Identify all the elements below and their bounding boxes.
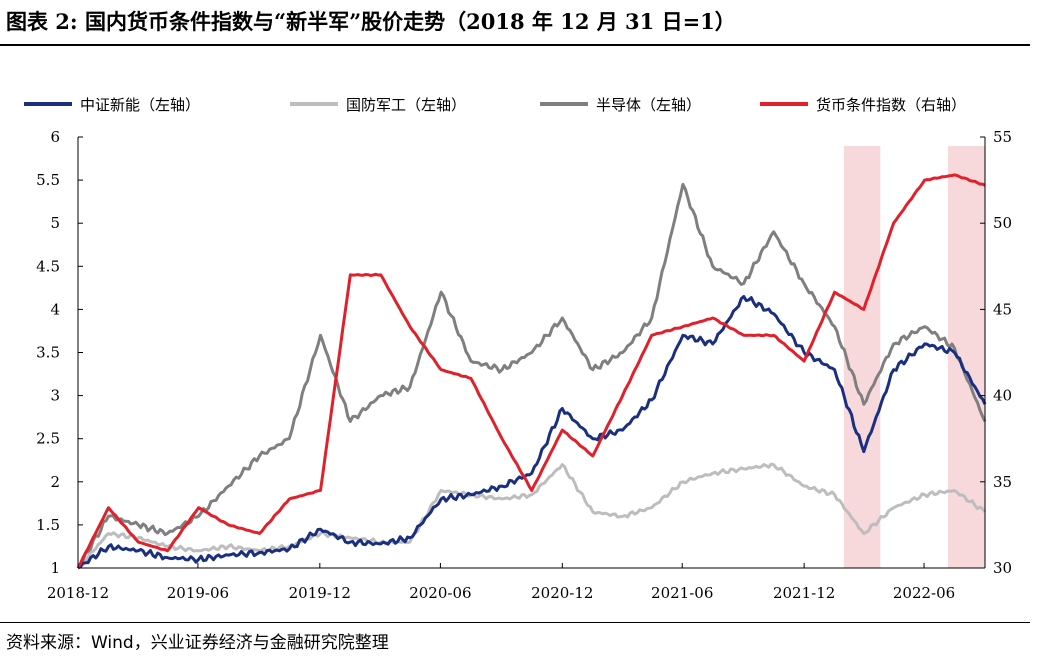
left-tick-label: 1.5 [36, 516, 60, 534]
left-tick-label: 3.5 [36, 344, 60, 362]
legend-label-1: 国防军工（左轴） [346, 96, 466, 114]
source-rule [0, 622, 1030, 623]
left-tick-label: 2.5 [36, 430, 60, 448]
series-line-3 [76, 173, 986, 569]
x-tick-label: 2018-12 [47, 584, 109, 602]
right-tick-label: 50 [993, 214, 1012, 232]
left-tick-label: 5 [50, 214, 60, 232]
shade-period-0 [843, 146, 881, 568]
left-tick-label: 4 [50, 300, 60, 318]
legend: 中证新能（左轴） 国防军工（左轴） 半导体（左轴） 货币条件指数（右轴） [24, 96, 966, 114]
axes: 1 1.5 2 2.5 3 3.5 4 4.5 5 5.5 6 30 35 40 45 50 55 2018-12… [36, 128, 1012, 602]
legend-label-2: 半导体（左轴） [596, 96, 701, 114]
shade-period-1 [947, 146, 985, 568]
legend-label-0: 中证新能（左轴） [80, 96, 200, 114]
left-tick-label: 1 [50, 559, 60, 577]
shaded-periods [843, 146, 985, 568]
left-tick-label: 2 [50, 473, 60, 491]
x-tick-label: 2019-12 [289, 584, 351, 602]
x-tick-label: 2022-06 [893, 584, 955, 602]
x-tick-label: 2021-06 [651, 584, 713, 602]
x-tick-label: 2021-12 [773, 584, 835, 602]
right-tick-label: 35 [993, 473, 1012, 491]
left-tick-label: 4.5 [36, 257, 60, 275]
series-line-0 [77, 295, 987, 570]
title-rule [0, 44, 1030, 46]
x-tick-label: 2019-06 [167, 584, 229, 602]
x-tick-label: 2020-12 [531, 584, 593, 602]
right-tick-label: 40 [993, 387, 1012, 405]
right-tick-label: 45 [993, 300, 1012, 318]
left-tick-label: 5.5 [36, 171, 60, 189]
left-tick-label: 6 [50, 128, 60, 146]
series-line-2 [76, 182, 987, 569]
right-tick-label: 55 [993, 128, 1012, 146]
source-note: 资料来源：Wind，兴业证券经济与金融研究院整理 [6, 633, 389, 653]
series-line-1 [76, 462, 987, 569]
series-lines [76, 173, 987, 570]
x-tick-label: 2020-06 [409, 584, 471, 602]
chart-title: 图表 2: 国内货币条件指数与“新半军”股价走势（2018 年 12 月 31 … [6, 9, 736, 34]
legend-label-3: 货币条件指数（右轴） [816, 96, 966, 114]
left-tick-label: 3 [50, 387, 60, 405]
right-tick-label: 30 [993, 559, 1012, 577]
